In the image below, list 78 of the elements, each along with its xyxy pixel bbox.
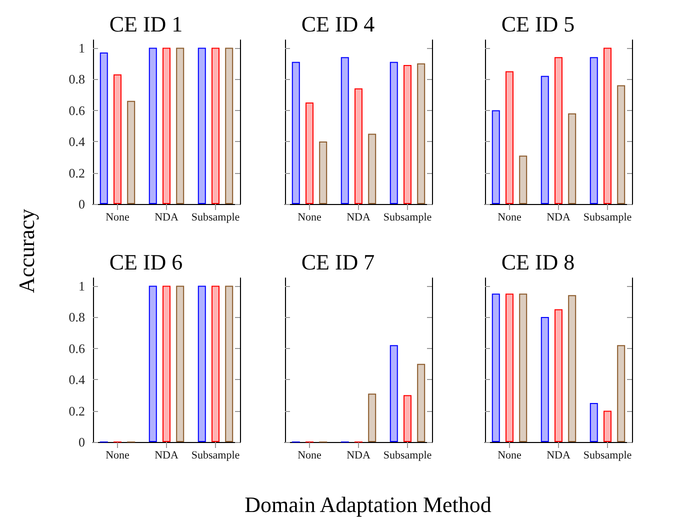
bar xyxy=(404,64,412,204)
y-tick-label: 0.2 xyxy=(68,403,85,418)
bar xyxy=(617,345,626,442)
y-tick-label: 1 xyxy=(78,40,85,56)
bar xyxy=(590,402,598,442)
bar xyxy=(506,294,514,442)
bar xyxy=(604,410,612,442)
chart-title: CE ID 8 xyxy=(501,250,575,274)
chart-title: CE ID 7 xyxy=(301,250,375,274)
x-tick-label: NDA xyxy=(154,212,178,224)
x-tick-label: Subsample xyxy=(383,212,432,224)
bar xyxy=(162,48,170,204)
bar xyxy=(590,57,598,204)
bar xyxy=(540,317,549,442)
bar xyxy=(390,62,398,204)
x-tick-label: NDA xyxy=(546,212,570,224)
bar xyxy=(417,63,426,204)
bar xyxy=(306,102,314,204)
y-tick-label: 0.6 xyxy=(68,340,86,356)
bar xyxy=(148,48,157,204)
bar xyxy=(568,113,576,204)
x-tick-label: Subsample xyxy=(583,212,632,224)
x-tick-label: NDA xyxy=(346,450,370,462)
x-tick-label: NDA xyxy=(154,450,178,462)
x-tick-label: None xyxy=(498,450,522,462)
y-tick-label: 0.6 xyxy=(68,102,86,118)
x-tick-label: None xyxy=(298,450,322,462)
bar xyxy=(340,57,349,204)
bar xyxy=(540,76,549,204)
chart-title: CE ID 6 xyxy=(109,250,183,274)
y-tick-label: 0 xyxy=(78,434,85,450)
x-tick-label: Subsample xyxy=(383,450,432,462)
y-tick-label: 1 xyxy=(78,278,85,294)
bar xyxy=(417,364,426,442)
bar xyxy=(519,156,528,204)
bar xyxy=(354,88,362,204)
bar xyxy=(492,294,500,442)
x-tick-label: NDA xyxy=(346,212,370,224)
chart-title: CE ID 5 xyxy=(501,12,575,36)
bar xyxy=(506,71,514,204)
bar xyxy=(198,48,206,204)
bar xyxy=(604,48,612,204)
bar xyxy=(212,48,220,204)
x-tick-label: NDA xyxy=(546,450,570,462)
bar xyxy=(554,57,562,204)
x-tick-label: Subsample xyxy=(583,450,632,462)
bar xyxy=(404,395,412,442)
x-tick-label: Subsample xyxy=(191,450,240,462)
x-tick-label: None xyxy=(106,450,130,462)
bar xyxy=(127,100,136,204)
x-axis-title: Domain Adaptation Method xyxy=(244,492,492,518)
chart-title: CE ID 1 xyxy=(109,12,183,36)
bar xyxy=(617,85,626,204)
bar xyxy=(100,52,108,204)
bar xyxy=(368,134,376,204)
y-tick-label: 0.4 xyxy=(68,372,86,388)
chart-title: CE ID 4 xyxy=(301,12,375,36)
y-axis-title: Accuracy xyxy=(14,208,40,296)
bar xyxy=(519,294,528,442)
y-tick-label: 0.2 xyxy=(68,165,85,180)
bar xyxy=(225,48,234,204)
y-tick-label: 0.4 xyxy=(68,134,86,150)
y-tick-label: 0.8 xyxy=(68,72,85,87)
bar xyxy=(554,309,562,442)
x-tick-label: None xyxy=(106,212,130,224)
x-tick-label: None xyxy=(298,212,322,224)
bar xyxy=(176,48,184,204)
bar xyxy=(114,74,122,204)
x-tick-label: None xyxy=(498,212,522,224)
bar xyxy=(390,345,398,442)
y-tick-label: 0 xyxy=(78,196,85,212)
bar xyxy=(492,110,500,204)
x-tick-label: Subsample xyxy=(191,212,240,224)
bar xyxy=(319,142,328,204)
y-tick-label: 0.8 xyxy=(68,310,85,325)
bar xyxy=(568,295,576,442)
bar xyxy=(368,394,376,442)
bar xyxy=(292,62,300,204)
